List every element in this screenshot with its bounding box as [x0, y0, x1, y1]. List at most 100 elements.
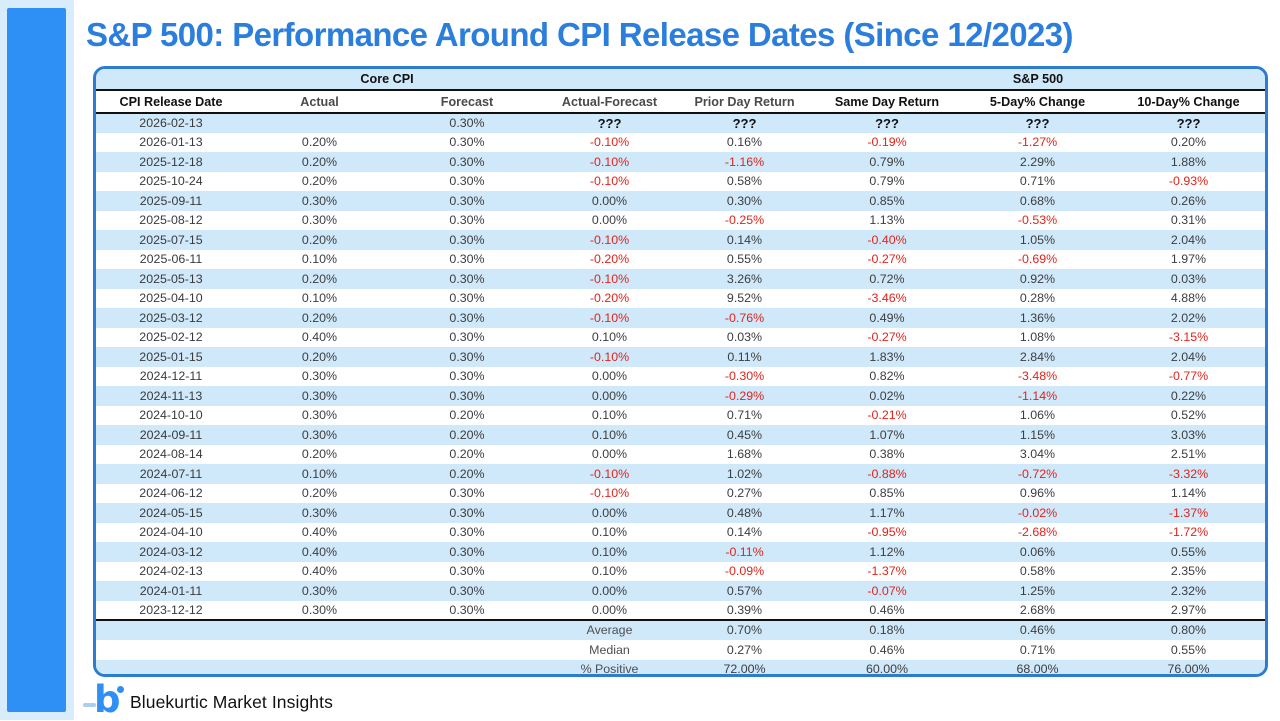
table-cell: 2.68% — [963, 600, 1112, 621]
summary-cell: 0.18% — [811, 620, 963, 640]
table-cell: 2025-05-13 — [96, 269, 246, 289]
table-row: 2025-01-15 0.20% 0.30% -0.10% 0.11% 1.83% 2.84… — [96, 347, 1265, 367]
table-row: 2025-02-12 0.40% 0.30% 0.10% 0.03% -0.27% 1.08… — [96, 328, 1265, 348]
table-cell: 0.49% — [811, 308, 963, 328]
table-row: 2023-12-12 0.30% 0.30% 0.00% 0.39% 0.46% 2.68%… — [96, 600, 1265, 621]
table-cell: 0.30% — [393, 191, 541, 211]
summary-cell — [246, 659, 393, 674]
table-cell: -0.10% — [541, 230, 678, 250]
table-cell: 2025-12-18 — [96, 152, 246, 172]
table-cell: 0.71% — [726, 408, 763, 423]
table-cell: 1.88% — [1112, 152, 1265, 172]
table-cell: -0.10% — [541, 152, 678, 172]
table-cell: -3.48% — [1017, 369, 1058, 384]
table-cell: 0.27% — [726, 486, 763, 501]
table-cell: 0.58% — [726, 174, 763, 189]
table-cell: -0.07% — [811, 581, 963, 601]
table-cell: 0.03% — [726, 330, 763, 345]
table-cell: 0.20% — [246, 308, 393, 328]
table-cell: 0.20% — [449, 408, 485, 423]
table-cell: 0.79% — [811, 152, 963, 172]
table-row: 2024-05-15 0.30% 0.30% 0.00% 0.48% 1.17% -0.02… — [96, 503, 1265, 523]
table-cell: 2026-01-13 — [139, 135, 203, 150]
table-cell: 0.22% — [1112, 386, 1265, 406]
table-cell: 0.30% — [393, 152, 541, 172]
table-cell: 0.85% — [869, 486, 905, 501]
table-cell: 0.10% — [301, 291, 338, 306]
table-row: 2025-12-18 0.20% 0.30% -0.10% -1.16% 0.79% 2.2… — [96, 152, 1265, 172]
table-row: 2024-06-12 0.20% 0.30% -0.10% 0.27% 0.85% 0.96… — [96, 484, 1265, 504]
table-row: 2026-01-13 0.20% 0.30% -0.10% 0.16% -0.19% -1.… — [96, 133, 1265, 153]
table-cell: 1.12% — [811, 542, 963, 562]
table-cell: 0.30% — [449, 174, 485, 189]
table-cell: 0.30% — [449, 330, 485, 345]
table-cell: 0.30% — [449, 135, 485, 150]
table-cell: 0.30% — [449, 486, 485, 501]
table-cell: 2025-06-11 — [139, 252, 203, 267]
table-cell: 0.30% — [301, 213, 338, 228]
column-header-cell: Same Day Return — [811, 90, 963, 114]
summary-cell: 0.55% — [1170, 642, 1207, 657]
table-cell: 2024-12-11 — [139, 369, 203, 384]
summary-cell: 0.27% — [726, 642, 763, 657]
table-cell: 2.51% — [1170, 447, 1207, 462]
table-cell: 3.04% — [1019, 447, 1056, 462]
table-cell: 2025-10-24 — [139, 174, 203, 189]
table-cell: 0.39% — [678, 600, 811, 621]
table-cell: 2024-06-12 — [139, 486, 203, 501]
table-cell: 2024-02-13 — [139, 564, 203, 579]
table-cell: 0.00% — [591, 369, 628, 384]
table-cell: 2024-08-14 — [139, 447, 203, 462]
table-cell: -0.10% — [541, 308, 678, 328]
table-cell: -1.72% — [1168, 525, 1209, 540]
table-cell: 1.06% — [1019, 408, 1056, 423]
table-cell: -0.02% — [963, 503, 1112, 523]
summary-cell: 0.46% — [963, 620, 1112, 640]
table-cell: 0.26% — [1112, 191, 1265, 211]
table-row: 2024-11-13 0.30% 0.30% 0.00% -0.29% 0.02% -1.1… — [96, 386, 1265, 406]
table-cell: -0.10% — [589, 135, 630, 150]
table-row: 2024-08-14 0.20% 0.20% 0.00% 1.68% 0.38% 3.04%… — [96, 445, 1265, 465]
table-cell: -1.14% — [963, 386, 1112, 406]
table-cell: 1.02% — [678, 464, 811, 484]
summary-row: % Positive 72.00% 60.00% 68.00% 76.00% — [96, 659, 1265, 674]
table-cell: 3.03% — [1112, 425, 1265, 445]
table-cell: 2024-07-11 — [96, 464, 246, 484]
summary-cell — [96, 620, 246, 640]
table-cell: 1.13% — [869, 213, 905, 228]
table-cell: -0.20% — [589, 291, 630, 306]
left-accent-bar — [7, 8, 66, 712]
table-cell: 0.30% — [246, 191, 393, 211]
table-cell: -0.95% — [867, 525, 907, 540]
table-cell: 1.07% — [811, 425, 963, 445]
table-cell: 0.30% — [678, 191, 811, 211]
table-row: 2025-03-12 0.20% 0.30% -0.10% -0.76% 0.49% 1.3… — [96, 308, 1265, 328]
table-cell: 0.85% — [811, 191, 963, 211]
table-cell: 0.10% — [301, 252, 338, 267]
table-cell: 0.00% — [591, 213, 628, 228]
table-cell: 2025-02-12 — [139, 330, 203, 345]
bluekurtic-logo-icon: b — [83, 678, 128, 721]
table-row: 2025-06-11 0.10% 0.30% -0.20% 0.55% -0.27% -0.… — [96, 250, 1265, 270]
group-header-cell — [678, 69, 811, 91]
logo-letter-b: b — [94, 678, 121, 721]
column-header-cell: Prior Day Return — [678, 90, 811, 114]
table-cell: 2.02% — [1112, 308, 1265, 328]
table-cell: 2025-09-11 — [96, 191, 246, 211]
table-cell: 0.30% — [449, 213, 485, 228]
table-row: 2026-02-13 0.30%??????????????? — [96, 113, 1265, 133]
table-cell: 2025-08-12 — [139, 213, 203, 228]
table-cell: -0.40% — [811, 230, 963, 250]
group-header-row: Core CPI S&P 500 — [96, 69, 1265, 91]
table-cell: 1.68% — [726, 447, 763, 462]
table-cell: ??? — [963, 113, 1112, 133]
group-header-cell: Core CPI — [96, 69, 678, 91]
table-cell: -0.72% — [963, 464, 1112, 484]
table-cell: -0.10% — [589, 174, 630, 189]
column-header-cell: Forecast — [393, 90, 541, 114]
table-cell: 0.03% — [1112, 269, 1265, 289]
table-cell: 2025-04-10 — [139, 291, 203, 306]
table-cell: 0.06% — [963, 542, 1112, 562]
table-cell: 0.10% — [591, 525, 628, 540]
table-cell: 0.58% — [1019, 564, 1056, 579]
